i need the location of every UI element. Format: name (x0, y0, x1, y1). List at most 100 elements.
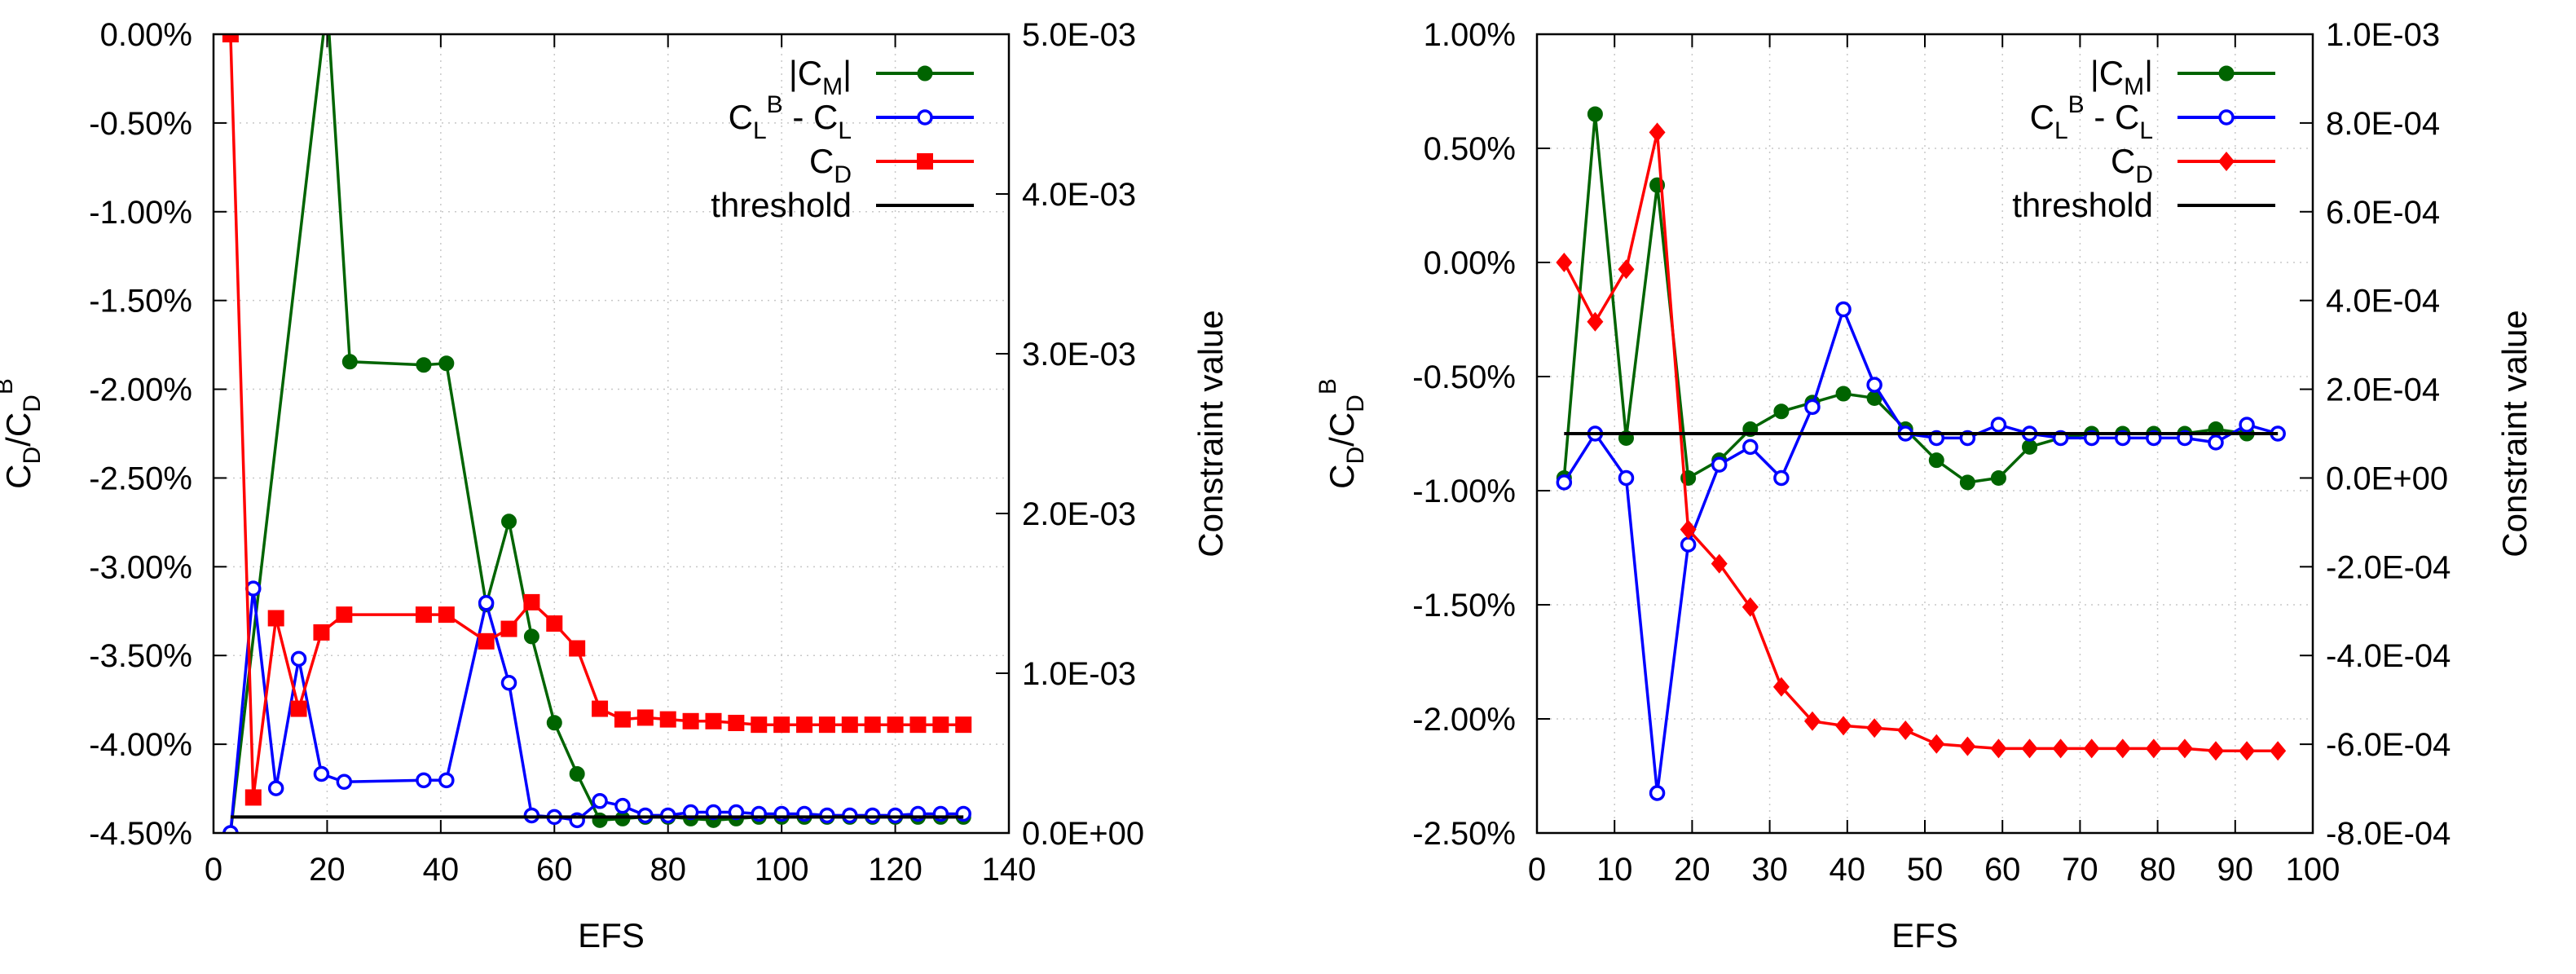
y-label-sup: B (1314, 378, 1341, 394)
legend-label-tail: | (2144, 54, 2153, 92)
legend-marker-cm (917, 65, 933, 82)
legend-label-main: threshold (711, 186, 852, 224)
data-point-cd (2270, 741, 2287, 761)
legend-label-tail: - C (783, 98, 839, 136)
y-tick-label: 1.00% (1424, 17, 1516, 53)
data-point-cd (614, 711, 631, 728)
data-point-cl (1835, 301, 1852, 318)
legend-label-cl: CLB - CL (2030, 91, 2153, 144)
y2-tick-label: 5.0E-03 (1022, 17, 1136, 53)
legend-marker-cl (917, 109, 933, 126)
data-point-cd (244, 789, 262, 806)
data-point-cl (1990, 416, 2007, 433)
data-point-cl (500, 675, 517, 691)
x-tick-label: 30 (1751, 852, 1788, 888)
legend-label-tail: | (843, 54, 852, 92)
data-point-cl (416, 772, 432, 789)
data-point-cd (336, 606, 353, 624)
data-point-cd (546, 615, 563, 632)
y-label-sub2: D (1342, 394, 1369, 412)
data-point-cd (728, 714, 745, 731)
series-group (1556, 106, 2287, 801)
data-point-cm (1773, 403, 1790, 420)
y2-tick-label: 0.0E+00 (2326, 461, 2448, 496)
x-tick-label: 10 (1596, 852, 1633, 888)
y-tick-label: -1.00% (1412, 474, 1516, 509)
data-point-cd (1649, 122, 1666, 143)
right-chart-panel: 0 10 20 30 40 50 60 70 80 90 100 1.00% 0.50% 0.00% -0.… (1314, 17, 2534, 954)
y-tick-label: -0.50% (1412, 359, 1516, 395)
plot-frame (1535, 33, 2314, 835)
x-axis-label: EFS (1891, 916, 1958, 954)
y2-tick-label: 0.0E+00 (1022, 816, 1144, 852)
legend-label-sub2: L (2139, 117, 2153, 144)
data-point-cm (1587, 106, 1603, 122)
legend-label-cl: CLB - CL (729, 91, 852, 144)
data-point-cd (2239, 741, 2256, 761)
data-point-cd (659, 711, 676, 728)
data-point-cd (1990, 738, 2007, 759)
data-point-cl (478, 595, 495, 611)
data-point-cl (614, 797, 631, 814)
y2-tick-label: 3.0E-03 (1022, 337, 1136, 372)
y-axis-label: CD/CDB (1314, 378, 1369, 489)
y-tick-label: -1.00% (89, 195, 192, 231)
y-tick-label: -4.00% (89, 727, 192, 763)
y2-tick-label: -2.0E-04 (2326, 549, 2451, 585)
data-point-cm (523, 628, 539, 645)
y-tick-label: 0.50% (1424, 131, 1516, 167)
y2-tick-label: 2.0E-04 (2326, 372, 2440, 408)
series-group (222, 0, 972, 833)
data-point-cd (1556, 253, 1573, 272)
data-point-cd (751, 716, 768, 734)
y2-tick-label: 1.0E-03 (1022, 656, 1136, 692)
legend-label-sub2: L (838, 117, 852, 144)
data-point-cd (887, 716, 904, 734)
data-point-cd (1959, 736, 1976, 756)
y2-tick-label: 2.0E-03 (1022, 496, 1136, 532)
y2-tick-label: 1.0E-03 (2326, 17, 2440, 53)
x-tick-label: 120 (868, 852, 923, 888)
data-point-cm (546, 715, 562, 731)
x-tick-label: 20 (1674, 852, 1711, 888)
data-point-cd (569, 640, 586, 657)
data-point-cd (864, 716, 881, 734)
y-axis-label: CD/CDB (0, 378, 46, 489)
y-label-sub: D (19, 447, 46, 465)
axes: 0 10 20 30 40 50 60 70 80 90 100 1.00% 0.50% 0.00% -0.… (1314, 17, 2534, 954)
y-tick-label: -4.50% (89, 816, 192, 852)
legend-label-cm: |CM| (2090, 54, 2153, 100)
legend-label-sup: B (2068, 91, 2085, 118)
legend-label-cd: CD (2111, 142, 2153, 188)
y2-tick-label: 4.0E-04 (2326, 284, 2440, 320)
x-tick-label: 60 (536, 852, 573, 888)
legend-label-sub: D (834, 161, 852, 188)
x-tick-label: 50 (1907, 852, 1944, 888)
data-point-cm (320, 0, 333, 9)
x-tick-label: 140 (982, 852, 1037, 888)
data-point-cm (569, 765, 585, 782)
data-point-cm (416, 357, 432, 373)
data-point-cd (500, 620, 517, 637)
data-point-cd (1680, 519, 1697, 540)
y2-tick-label: -6.0E-04 (2326, 727, 2451, 763)
x-tick-label: 40 (1830, 852, 1866, 888)
data-point-cd (1587, 311, 1604, 332)
legend-label-tail: - C (2085, 98, 2140, 136)
x-tick-label: 70 (2062, 852, 2098, 888)
data-point-cd (705, 712, 722, 729)
data-point-cd (290, 700, 307, 717)
data-point-cd (636, 709, 654, 726)
series-line-cl (1562, 305, 2279, 794)
data-point-cd (313, 624, 330, 641)
data-point-cd (1835, 716, 1852, 736)
data-point-cd (1742, 597, 1759, 617)
series-cl (1556, 301, 2286, 801)
data-point-cm (1835, 386, 1852, 402)
data-point-cl (438, 772, 455, 789)
data-point-cd (773, 716, 790, 734)
x-tick-label: 60 (1984, 852, 2021, 888)
y-label-slash: /C (0, 412, 37, 447)
